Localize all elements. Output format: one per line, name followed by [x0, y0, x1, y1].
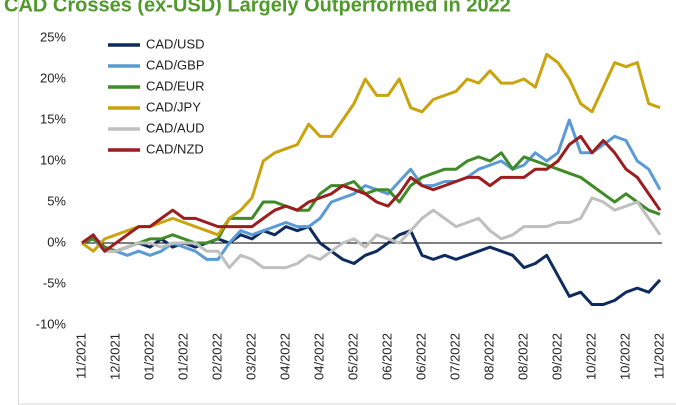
series-line — [81, 134, 662, 253]
series-line — [81, 118, 662, 261]
chart-border — [18, 0, 676, 405]
series-line — [81, 151, 661, 253]
x-tick-label: 03/2022 — [243, 333, 258, 380]
y-tick-label: 25% — [40, 29, 66, 44]
x-tick-label: 12/2021 — [107, 333, 122, 380]
series-line — [81, 52, 661, 253]
x-tick-label: 11/2021 — [73, 333, 88, 379]
x-tick-label: 08/2022 — [515, 333, 530, 380]
chart-title: CAD Crosses (ex-USD) Largely Outperforme… — [4, 0, 511, 16]
x-tick-label: 06/2022 — [413, 333, 428, 380]
x-tick-label: 10/2022 — [617, 333, 632, 380]
x-tick-label: 08/2022 — [481, 333, 496, 380]
x-tick-label: 01/2022 — [141, 333, 156, 380]
y-tick-label: 20% — [40, 70, 66, 85]
x-tick-label: 04/2022 — [311, 333, 326, 380]
x-tick-label: 02/2022 — [209, 333, 224, 380]
x-tick-label: 04/2022 — [277, 333, 292, 380]
legend-label: CAD/JPY — [146, 99, 201, 114]
y-tick-label: 10% — [40, 152, 66, 167]
y-tick-label: -5% — [43, 275, 67, 290]
y-tick-label: 0% — [47, 234, 66, 249]
legend-label: CAD/AUD — [146, 120, 205, 135]
legend-label: CAD/NZD — [146, 141, 204, 156]
x-tick-label: 06/2022 — [379, 333, 394, 380]
x-tick-label: 05/2022 — [345, 333, 360, 380]
y-tick-label: 15% — [40, 111, 66, 126]
legend-label: CAD/GBP — [146, 57, 205, 72]
x-tick-label: 11/2022 — [651, 333, 666, 379]
series-line — [81, 225, 662, 306]
x-tick-label: 09/2022 — [549, 333, 564, 380]
legend-label: CAD/EUR — [146, 78, 205, 93]
y-tick-label: -10% — [36, 316, 67, 331]
x-tick-label: 10/2022 — [583, 333, 598, 380]
x-tick-label: 01/2022 — [175, 333, 190, 380]
legend-label: CAD/USD — [146, 36, 205, 51]
series-line — [81, 196, 662, 270]
x-tick-label: 07/2022 — [447, 333, 462, 380]
y-tick-label: 5% — [47, 193, 66, 208]
